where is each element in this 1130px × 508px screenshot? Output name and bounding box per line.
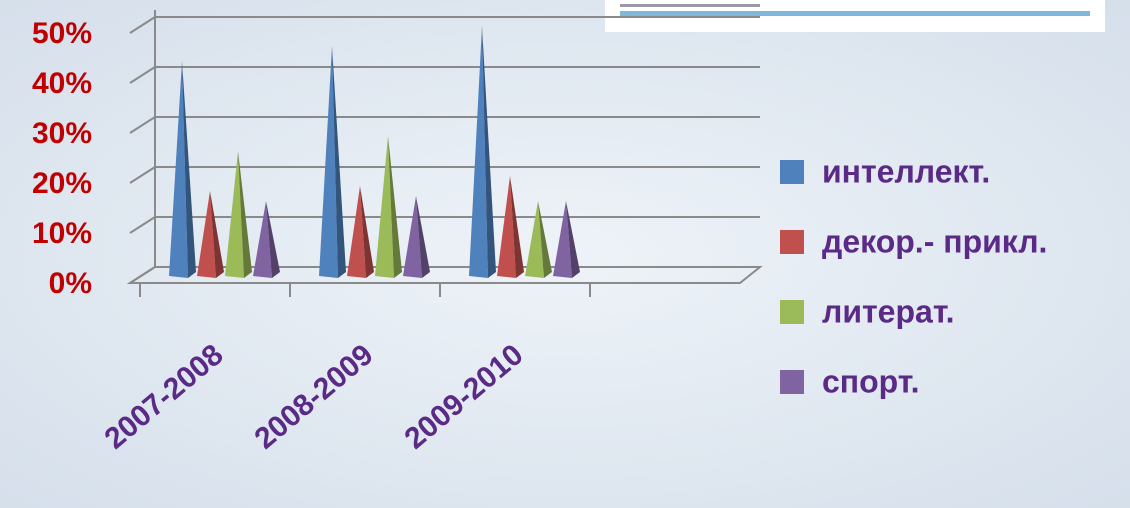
pyramid-front — [497, 176, 516, 278]
pyramid-front — [525, 201, 544, 278]
tick-mark — [129, 16, 156, 34]
pyramid-side — [332, 46, 346, 278]
pyramid-front — [403, 196, 422, 278]
tick-mark — [129, 66, 156, 84]
pyramid-front — [375, 136, 394, 278]
pyramid-side — [266, 201, 280, 278]
pyramid-side — [210, 191, 224, 278]
pyramid-side — [510, 176, 524, 278]
pyramid-side — [482, 26, 496, 278]
pyramid-side — [566, 201, 580, 278]
pyramid-front — [169, 61, 188, 278]
pyramid — [375, 136, 402, 278]
pyramid-side — [238, 151, 252, 278]
tick-mark — [129, 216, 156, 234]
pyramid-side — [360, 186, 374, 278]
pyramid-front — [469, 26, 488, 278]
pyramid — [469, 26, 496, 278]
pyramid — [403, 196, 430, 278]
pyramid-front — [347, 186, 366, 278]
pyramid-front — [319, 46, 338, 278]
legend-label: интеллект. — [822, 153, 990, 189]
pyramid-front — [553, 201, 572, 278]
pyramid — [525, 201, 552, 278]
pyramid — [169, 61, 196, 278]
pyramid-side — [416, 196, 430, 278]
y-tick-label: 10% — [32, 217, 92, 250]
pyramid-front — [253, 201, 272, 278]
pyramid — [347, 186, 374, 278]
pyramid-side — [388, 136, 402, 278]
legend-swatch — [780, 160, 804, 184]
legend-label: литерат. — [822, 293, 955, 329]
y-tick-label: 50% — [32, 17, 92, 50]
legend-label: декор.- прикл. — [822, 223, 1047, 259]
legend-swatch — [780, 300, 804, 324]
legend-swatch — [780, 370, 804, 394]
tick-mark — [129, 116, 156, 134]
tick-mark — [129, 166, 156, 184]
pyramid — [253, 201, 280, 278]
pyramid-front — [225, 151, 244, 278]
pyramid-front — [197, 191, 216, 278]
y-tick-label: 30% — [32, 117, 92, 150]
legend-label: спорт. — [822, 363, 920, 399]
pyramid-side — [182, 61, 196, 278]
y-tick-label: 40% — [32, 67, 92, 100]
pyramid — [553, 201, 580, 278]
legend-swatch — [780, 230, 804, 254]
pyramid — [497, 176, 524, 278]
y-tick-label: 0% — [49, 267, 92, 300]
y-tick-label: 20% — [32, 167, 92, 200]
tick-mark — [129, 266, 156, 284]
pyramid — [225, 151, 252, 278]
pyramid — [319, 46, 346, 278]
pyramid-side — [538, 201, 552, 278]
pyramid — [197, 191, 224, 278]
